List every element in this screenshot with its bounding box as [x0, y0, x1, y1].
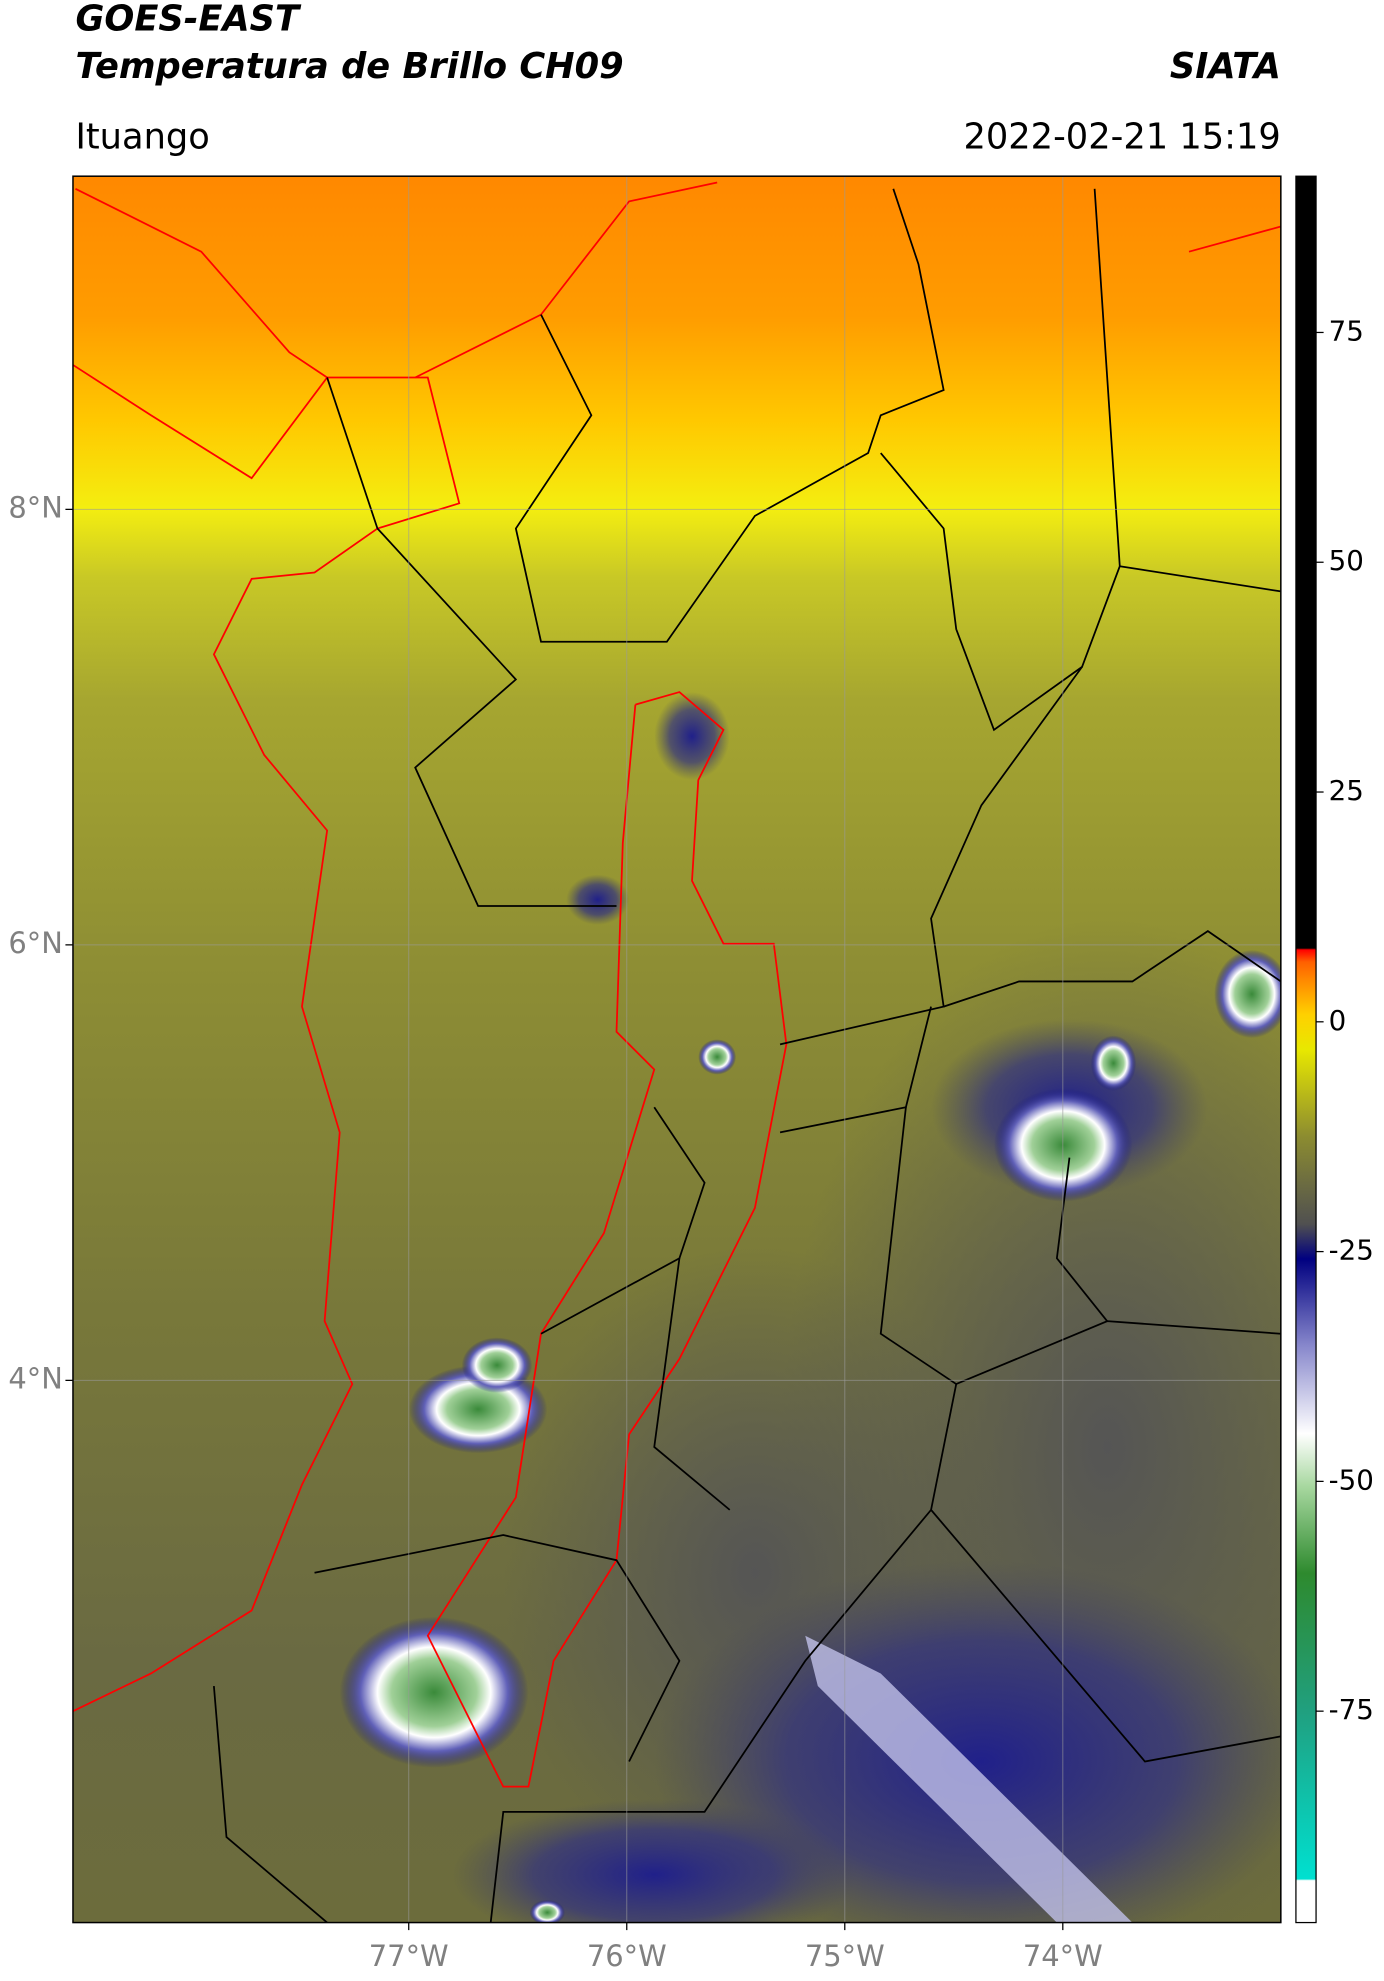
y-tick-label: 6°N	[8, 926, 63, 960]
colorbar	[1295, 175, 1317, 1924]
y-tick-label: 8°N	[8, 490, 63, 524]
colorbar-tick-label: 25	[1329, 774, 1364, 807]
colorbar-tick-label: 50	[1329, 544, 1364, 577]
x-tick-label: 75°W	[805, 1939, 885, 1973]
datetime: 2022-02-21 15:19	[963, 117, 1280, 158]
colorbar-tick-label: 75	[1329, 314, 1364, 347]
y-tick-label: 4°N	[8, 1361, 63, 1395]
subtitle: Temperatura de Brillo CH09	[75, 46, 623, 87]
grid	[72, 176, 1281, 1923]
region: Ituango	[75, 117, 209, 158]
x-tick-label: 77°W	[369, 1939, 449, 1973]
title: GOES-EAST	[75, 0, 302, 39]
colorbar-tick-label: -50	[1329, 1463, 1374, 1496]
colorbar-tick-label: 0	[1329, 1004, 1347, 1037]
colorbar-tick-label: -75	[1329, 1693, 1374, 1726]
map-frame	[72, 175, 1282, 1924]
x-tick-label: 76°W	[587, 1939, 667, 1973]
colorbar-tick-label: -25	[1329, 1234, 1374, 1267]
source: SIATA	[1170, 46, 1281, 87]
x-tick-label: 74°W	[1023, 1939, 1103, 1973]
imagery	[72, 176, 1281, 1923]
